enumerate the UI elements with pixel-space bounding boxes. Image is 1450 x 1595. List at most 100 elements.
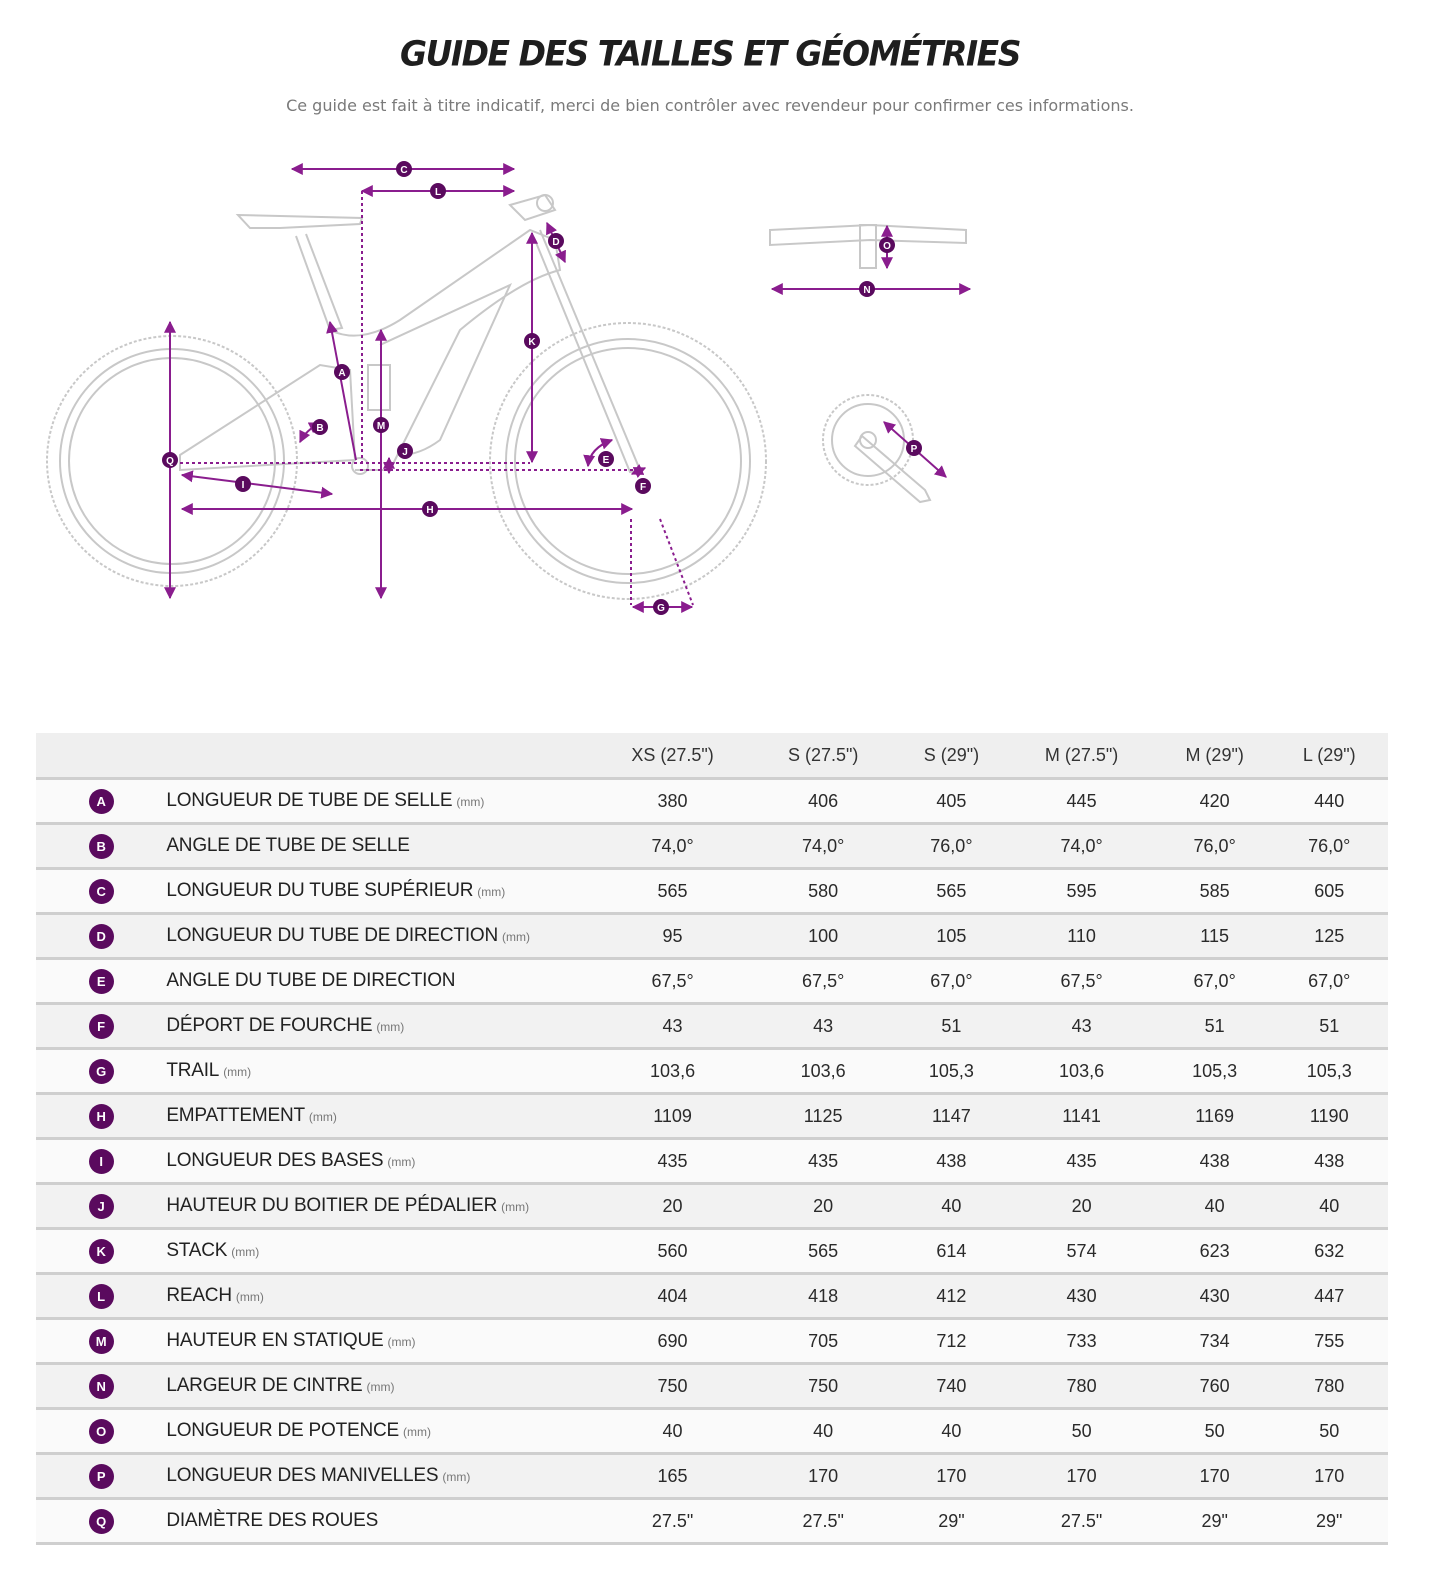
value-m-27-5: 780 xyxy=(1004,1363,1159,1410)
table-row-i: I LONGUEUR DES BASES (mm) 435 435 438 435… xyxy=(36,1138,1388,1185)
value-xs-27-5: 560 xyxy=(597,1228,748,1275)
value-m-29: 438 xyxy=(1158,1138,1271,1185)
value-xs-27-5: 565 xyxy=(597,868,748,915)
value-m-29: 734 xyxy=(1158,1318,1271,1365)
measurement-label: DIAMÈTRE DES ROUES xyxy=(166,1510,379,1531)
measurement-letter-badge: N xyxy=(88,1373,114,1399)
value-xs-27-5: 40 xyxy=(597,1408,748,1455)
measurement-unit: (mm) xyxy=(477,885,506,899)
measurement-letter-badge: L xyxy=(88,1283,114,1309)
marker-b: B xyxy=(312,419,328,435)
measurement-label: ANGLE DU TUBE DE DIRECTION xyxy=(166,970,456,991)
marker-p: P xyxy=(906,440,922,456)
measurement-label: LONGUEUR DE POTENCE xyxy=(166,1420,400,1441)
value-s-29: 740 xyxy=(898,1363,1005,1410)
value-s-27-5: 1125 xyxy=(747,1093,899,1140)
measurement-unit: (mm) xyxy=(403,1425,431,1439)
marker-a: A xyxy=(334,364,350,380)
svg-text:L: L xyxy=(435,187,441,198)
table-row-e: E ANGLE DU TUBE DE DIRECTION 67,5° 67,5°… xyxy=(36,958,1388,1005)
value-m-27-5: 103,6 xyxy=(1004,1048,1159,1095)
value-s-27-5: 170 xyxy=(747,1453,899,1500)
marker-q: Q xyxy=(162,452,178,468)
measurement-letter-badge: K xyxy=(88,1238,114,1264)
value-m-27-5: 27.5" xyxy=(1004,1498,1159,1545)
measurement-unit: (mm) xyxy=(235,1290,264,1304)
value-m-29: 105,3 xyxy=(1158,1048,1271,1095)
measurement-letter-badge: J xyxy=(88,1193,114,1219)
value-xs-27-5: 380 xyxy=(597,778,748,825)
geometry-table: XS (27.5") S (27.5") S (29") M (27.5") M… xyxy=(36,733,1388,1545)
svg-text:M: M xyxy=(377,421,385,432)
measurement-unit: (mm) xyxy=(376,1020,405,1034)
table-row-h: H EMPATTEMENT (mm) 1109 1125 1147 1141 11… xyxy=(36,1093,1388,1140)
table-row-n: N LARGEUR DE CINTRE (mm) 750 750 740 780 … xyxy=(36,1363,1388,1410)
value-m-27-5: 67,5° xyxy=(1004,958,1159,1005)
measurement-unit: (mm) xyxy=(387,1155,416,1169)
measurement-label: REACH xyxy=(166,1285,232,1306)
value-l-29: 51 xyxy=(1270,1003,1388,1050)
measurement-unit: (mm) xyxy=(502,930,530,944)
svg-text:C: C xyxy=(400,165,407,176)
table-row-q: Q DIAMÈTRE DES ROUES 27.5" 27.5" 29" 27.… xyxy=(36,1498,1388,1545)
value-m-29: 76,0° xyxy=(1158,823,1271,870)
value-s-29: 438 xyxy=(898,1138,1005,1185)
value-s-29: 105 xyxy=(898,913,1005,960)
marker-f: F xyxy=(635,478,651,494)
value-s-27-5: 435 xyxy=(747,1138,899,1185)
value-m-27-5: 1141 xyxy=(1004,1093,1159,1140)
dimension-markers: C L D K A B M J Q I H E F G O N P xyxy=(162,161,922,615)
value-m-27-5: 435 xyxy=(1004,1138,1159,1185)
value-s-29: 170 xyxy=(898,1453,1005,1500)
header-blank-label xyxy=(166,733,598,780)
value-l-29: 29" xyxy=(1270,1498,1388,1545)
value-m-29: 67,0° xyxy=(1158,958,1271,1005)
marker-j: J xyxy=(397,443,413,459)
column-header-s-29: S (29") xyxy=(898,733,1005,780)
svg-text:I: I xyxy=(242,480,245,491)
value-m-27-5: 74,0° xyxy=(1004,823,1159,870)
table-row-f: F DÉPORT DE FOURCHE (mm) 43 43 51 43 51 5… xyxy=(36,1003,1388,1050)
measurement-letter-badge: M xyxy=(88,1328,114,1354)
value-s-27-5: 40 xyxy=(747,1408,899,1455)
measurement-label: LONGUEUR DU TUBE DE DIRECTION xyxy=(166,925,498,946)
table-row-k: K STACK (mm) 560 565 614 574 623 632 xyxy=(36,1228,1388,1275)
measurement-label: EMPATTEMENT xyxy=(166,1105,305,1126)
value-l-29: 632 xyxy=(1270,1228,1388,1275)
value-l-29: 438 xyxy=(1270,1138,1388,1185)
value-l-29: 50 xyxy=(1270,1408,1388,1455)
value-m-29: 430 xyxy=(1158,1273,1271,1320)
table-row-p: P LONGUEUR DES MANIVELLES (mm) 165 170 17… xyxy=(36,1453,1388,1500)
value-m-29: 1169 xyxy=(1158,1093,1271,1140)
svg-text:N: N xyxy=(863,285,870,296)
value-m-29: 115 xyxy=(1158,913,1271,960)
marker-e: E xyxy=(598,451,614,467)
table-header-row: XS (27.5") S (27.5") S (29") M (27.5") M… xyxy=(36,733,1388,780)
table-row-j: J HAUTEUR DU BOITIER DE PÉDALIER (mm) 20 … xyxy=(36,1183,1388,1230)
measurement-letter-badge: P xyxy=(88,1463,114,1489)
value-xs-27-5: 43 xyxy=(597,1003,748,1050)
value-m-27-5: 430 xyxy=(1004,1273,1159,1320)
svg-text:H: H xyxy=(426,505,433,516)
value-l-29: 1190 xyxy=(1270,1093,1388,1140)
bike-outline xyxy=(46,193,967,600)
svg-text:J: J xyxy=(402,447,408,458)
value-xs-27-5: 404 xyxy=(597,1273,748,1320)
measurement-label: LARGEUR DE CINTRE xyxy=(166,1375,363,1396)
measurement-letter-badge: C xyxy=(88,878,114,904)
column-header-l-29: L (29") xyxy=(1270,733,1388,780)
table-row-o: O LONGUEUR DE POTENCE (mm) 40 40 40 50 50… xyxy=(36,1408,1388,1455)
value-xs-27-5: 103,6 xyxy=(597,1048,748,1095)
table-row-a: A LONGUEUR DE TUBE DE SELLE (mm) 380 406 … xyxy=(36,778,1388,825)
value-s-29: 51 xyxy=(898,1003,1005,1050)
measurement-letter-badge: F xyxy=(88,1013,114,1039)
value-m-27-5: 43 xyxy=(1004,1003,1159,1050)
value-m-27-5: 170 xyxy=(1004,1453,1159,1500)
marker-l: L xyxy=(430,183,446,199)
value-xs-27-5: 74,0° xyxy=(597,823,748,870)
value-l-29: 447 xyxy=(1270,1273,1388,1320)
measurement-letter-badge: O xyxy=(88,1418,114,1444)
value-s-29: 29" xyxy=(898,1498,1005,1545)
table-row-g: G TRAIL (mm) 103,6 103,6 105,3 103,6 105,… xyxy=(36,1048,1388,1095)
value-s-29: 67,0° xyxy=(898,958,1005,1005)
